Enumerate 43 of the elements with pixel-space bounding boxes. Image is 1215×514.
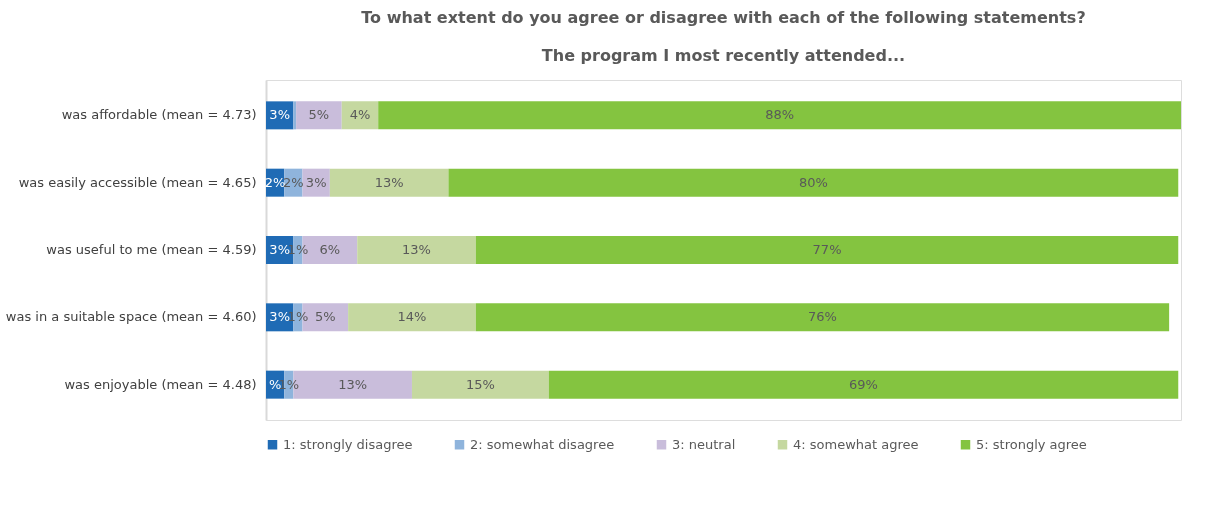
data-label: 13% bbox=[402, 242, 431, 257]
data-label: 15% bbox=[465, 376, 495, 392]
legend-label: 4: somewhat agree bbox=[793, 436, 919, 452]
y-tick-label: was in a suitable space (mean = 4.60) bbox=[5, 309, 257, 325]
bar bbox=[475, 236, 1179, 264]
y-tick-label: was useful to me (mean = 4.59) bbox=[46, 242, 257, 257]
data-label: 3% bbox=[269, 107, 290, 123]
data-label: % bbox=[268, 376, 282, 392]
chart-subtitle: The program I most recently attended... bbox=[541, 46, 906, 65]
legend-label: 5: strongly agree bbox=[976, 436, 1087, 452]
data-label: 14% bbox=[397, 309, 427, 325]
data-label: 5% bbox=[308, 107, 330, 123]
data-label: 3% bbox=[269, 309, 290, 325]
data-label: 76% bbox=[808, 309, 837, 325]
bar bbox=[448, 168, 1179, 197]
bar bbox=[357, 236, 476, 264]
chart-title: To what extent do you agree or disagree with each of the following statements? bbox=[361, 8, 1086, 27]
bar bbox=[296, 101, 342, 130]
legend-label: 3: neutral bbox=[672, 436, 736, 452]
bar bbox=[475, 303, 1170, 332]
bar bbox=[329, 168, 449, 197]
bar bbox=[378, 101, 1181, 130]
data-label: 2% bbox=[283, 174, 304, 190]
bar bbox=[293, 101, 297, 130]
bar bbox=[411, 370, 549, 399]
bar bbox=[548, 370, 1179, 399]
data-label: 3% bbox=[269, 242, 290, 257]
y-tick-label: was affordable (mean = 4.73) bbox=[61, 107, 257, 123]
legend-label: 2: somewhat disagree bbox=[470, 436, 615, 452]
data-label: 69% bbox=[849, 376, 878, 392]
data-label: 5% bbox=[314, 309, 336, 325]
data-label: 3% bbox=[305, 174, 327, 190]
data-label: 88% bbox=[765, 107, 795, 123]
bar bbox=[348, 303, 476, 332]
data-label: 80% bbox=[798, 174, 828, 190]
legend-label: 1: strongly disagree bbox=[283, 436, 413, 452]
data-label: 4% bbox=[349, 107, 371, 123]
y-tick-label: was easily accessible (mean = 4.65) bbox=[18, 174, 257, 190]
data-label: 77% bbox=[812, 242, 842, 257]
data-label: 13% bbox=[338, 376, 368, 392]
y-tick-label: was enjoyable (mean = 4.48) bbox=[64, 376, 257, 392]
data-label: 6% bbox=[319, 242, 341, 257]
data-label: 13% bbox=[374, 174, 404, 190]
